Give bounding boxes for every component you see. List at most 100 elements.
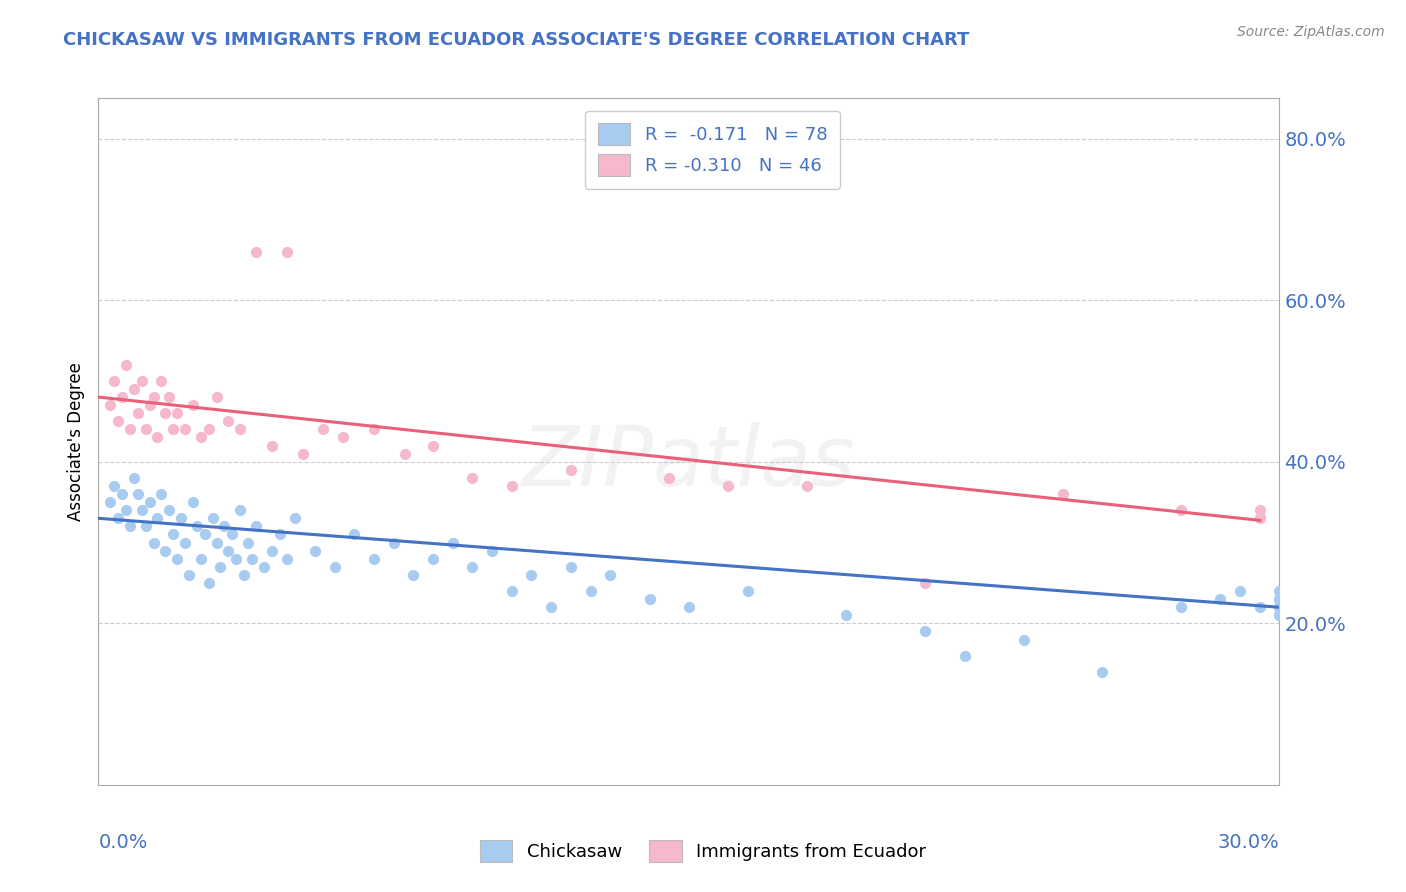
Point [166, 406, 188, 420]
Point [441, 535, 464, 549]
Point [240, 551, 263, 566]
Point [205, 390, 228, 404]
Text: 0.0%: 0.0% [98, 833, 148, 852]
Point [181, 495, 204, 509]
Point [245, 244, 267, 259]
Point [914, 624, 936, 639]
Point [201, 511, 224, 525]
Point [422, 551, 444, 566]
Point [205, 535, 228, 549]
Point [174, 535, 197, 549]
Point [1052, 487, 1074, 501]
Point [146, 430, 169, 444]
Point [253, 559, 276, 574]
Point [363, 422, 385, 436]
Point [127, 406, 149, 420]
Point [1249, 503, 1271, 517]
Point [115, 503, 138, 517]
Point [214, 519, 236, 533]
Point [1268, 592, 1291, 607]
Point [118, 422, 141, 436]
Point [332, 430, 354, 444]
Point [131, 374, 153, 388]
Point [190, 430, 212, 444]
Legend: Chickasaw, Immigrants from Ecuador: Chickasaw, Immigrants from Ecuador [472, 833, 934, 870]
Point [190, 551, 212, 566]
Point [402, 567, 425, 582]
Point [501, 479, 523, 493]
Point [422, 439, 444, 453]
Point [138, 398, 160, 412]
Point [678, 600, 700, 615]
Point [135, 519, 157, 533]
Point [111, 390, 134, 404]
Point [560, 463, 582, 477]
Point [103, 479, 125, 493]
Point [579, 584, 602, 599]
Point [737, 584, 759, 599]
Point [914, 576, 936, 591]
Point [343, 527, 366, 541]
Point [1268, 600, 1291, 615]
Point [115, 358, 138, 372]
Point [107, 414, 129, 428]
Point [194, 527, 217, 541]
Point [217, 543, 239, 558]
Point [217, 414, 239, 428]
Point [658, 471, 681, 485]
Point [1091, 665, 1114, 679]
Legend: R =  -0.171   N = 78, R = -0.310   N = 46: R = -0.171 N = 78, R = -0.310 N = 46 [585, 111, 839, 189]
Point [501, 584, 523, 599]
Point [394, 447, 416, 461]
Point [150, 374, 173, 388]
Point [155, 543, 177, 558]
Point [1268, 600, 1291, 615]
Point [142, 390, 165, 404]
Point [382, 535, 405, 549]
Point [363, 551, 385, 566]
Point [209, 559, 232, 574]
Point [150, 487, 173, 501]
Point [717, 479, 740, 493]
Point [953, 648, 976, 663]
Point [599, 567, 621, 582]
Point [162, 422, 184, 436]
Point [174, 422, 197, 436]
Point [98, 495, 121, 509]
Point [122, 471, 145, 485]
Text: CHICKASAW VS IMMIGRANTS FROM ECUADOR ASSOCIATE'S DEGREE CORRELATION CHART: CHICKASAW VS IMMIGRANTS FROM ECUADOR ASS… [63, 31, 970, 49]
Point [157, 503, 180, 517]
Point [481, 543, 503, 558]
Point [276, 244, 298, 259]
Point [260, 439, 283, 453]
Point [170, 511, 193, 525]
Point [292, 447, 315, 461]
Point [245, 519, 267, 533]
Text: Source: ZipAtlas.com: Source: ZipAtlas.com [1237, 25, 1385, 39]
Y-axis label: Associate's Degree: Associate's Degree [66, 362, 84, 521]
Point [1209, 592, 1232, 607]
Point [118, 519, 141, 533]
Point [157, 390, 180, 404]
Point [111, 487, 134, 501]
Point [1268, 584, 1291, 599]
Point [260, 543, 283, 558]
Point [638, 592, 661, 607]
Point [181, 398, 204, 412]
Point [225, 551, 247, 566]
Point [312, 422, 335, 436]
Point [135, 422, 157, 436]
Point [461, 471, 484, 485]
Point [1268, 592, 1291, 607]
Text: 30.0%: 30.0% [1218, 833, 1279, 852]
Point [142, 535, 165, 549]
Point [560, 559, 582, 574]
Point [276, 551, 298, 566]
Point [122, 382, 145, 396]
Point [186, 519, 208, 533]
Point [1229, 584, 1251, 599]
Point [229, 422, 252, 436]
Point [103, 374, 125, 388]
Point [1268, 608, 1291, 623]
Point [269, 527, 291, 541]
